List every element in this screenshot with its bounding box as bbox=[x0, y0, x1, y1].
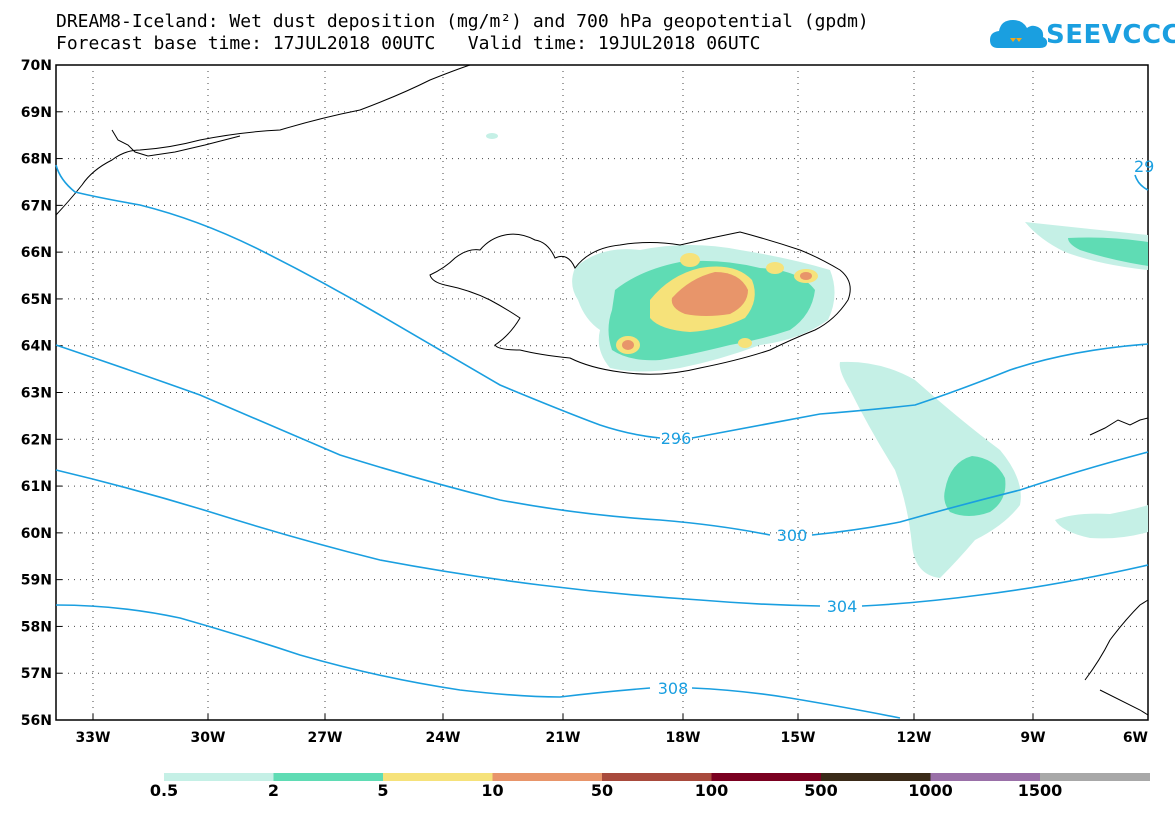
longitude-labels: 33W 30W 27W 24W 21W 18W 15W 12W 9W 6W bbox=[76, 730, 1148, 746]
faroe-coast bbox=[1089, 417, 1149, 436]
dust-area-5 bbox=[766, 262, 784, 274]
legend-swatch bbox=[711, 773, 822, 781]
contour-296 bbox=[691, 343, 1149, 439]
longitude-label: 27W bbox=[308, 730, 343, 746]
latitude-label: 66N bbox=[21, 245, 52, 261]
legend-label: 1500 bbox=[1017, 781, 1063, 800]
chart-title: DREAM8-Iceland: Wet dust deposition (mg/… bbox=[56, 11, 869, 32]
legend-swatch bbox=[273, 773, 384, 781]
longitude-label: 6W bbox=[1123, 730, 1148, 746]
latitude-label: 59N bbox=[21, 573, 52, 589]
contour-label-292-partial: 29 bbox=[1134, 157, 1154, 176]
contour-308 bbox=[55, 604, 651, 698]
latitude-label: 68N bbox=[21, 152, 52, 168]
legend-label: 100 bbox=[694, 781, 729, 800]
latitude-label: 60N bbox=[21, 526, 52, 542]
latitude-label: 64N bbox=[21, 339, 52, 355]
legend-label: 5 bbox=[377, 781, 389, 800]
legend-swatch bbox=[930, 773, 1041, 781]
greenland-coast bbox=[111, 129, 241, 157]
legend-colorbar bbox=[164, 773, 1150, 781]
contour-304 bbox=[55, 469, 821, 607]
legend-swatch bbox=[821, 773, 931, 781]
legend-swatch bbox=[602, 773, 712, 781]
legend-label: 50 bbox=[590, 781, 614, 800]
contour-308 bbox=[691, 687, 901, 719]
contour-304 bbox=[861, 564, 1149, 607]
longitude-label: 12W bbox=[897, 730, 932, 746]
legend-swatch bbox=[164, 773, 274, 781]
longitude-label: 30W bbox=[191, 730, 226, 746]
longitude-label: 21W bbox=[546, 730, 581, 746]
dust-area-low bbox=[486, 133, 498, 139]
axis-ticks bbox=[56, 64, 1149, 721]
longitude-label: 9W bbox=[1020, 730, 1045, 746]
geopotential-contours bbox=[55, 164, 1149, 719]
contour-300 bbox=[55, 344, 771, 536]
chart-subtitle-times: Forecast base time: 17JUL2018 00UTC Vali… bbox=[56, 33, 761, 54]
iceland-coast bbox=[429, 231, 851, 375]
contour-label-304: 304 bbox=[827, 597, 858, 616]
contour-label-300: 300 bbox=[777, 526, 808, 545]
legend-label: 500 bbox=[804, 781, 838, 800]
latitude-label: 57N bbox=[21, 666, 52, 682]
dust-area-10 bbox=[800, 272, 812, 280]
greenland-coast bbox=[55, 64, 471, 216]
latitude-label: 70N bbox=[21, 58, 52, 74]
longitude-label: 33W bbox=[76, 730, 111, 746]
dust-area-mid bbox=[1068, 237, 1148, 266]
longitude-label: 24W bbox=[426, 730, 461, 746]
latitude-label: 56N bbox=[21, 713, 52, 729]
legend-label: 10 bbox=[481, 781, 504, 800]
contour-label-296: 296 bbox=[661, 429, 692, 448]
scotland-coast bbox=[1084, 599, 1149, 716]
longitude-label: 18W bbox=[666, 730, 701, 746]
contour-292 bbox=[1134, 174, 1149, 191]
dust-area-10 bbox=[671, 272, 748, 316]
dust-area-10 bbox=[622, 340, 634, 350]
latitude-label: 67N bbox=[21, 198, 52, 214]
legend-label: 1000 bbox=[908, 781, 953, 800]
dust-area-mid bbox=[944, 456, 1006, 516]
latitude-labels: 70N 69N 68N 67N 66N 65N 64N 63N 62N 61N 60N 59N 58N 5… bbox=[21, 58, 52, 729]
dust-area-low bbox=[839, 361, 1021, 578]
dust-area-low bbox=[1055, 505, 1148, 539]
legend-swatch bbox=[1040, 773, 1150, 781]
dust-area-5 bbox=[680, 253, 700, 267]
legend-label: 2 bbox=[267, 781, 280, 800]
latitude-label: 69N bbox=[21, 105, 52, 121]
cloud-icon bbox=[990, 20, 1048, 48]
latitude-label: 62N bbox=[21, 432, 52, 448]
longitude-label: 15W bbox=[781, 730, 816, 746]
dust-area-5 bbox=[738, 338, 752, 348]
legend-swatch bbox=[492, 773, 603, 781]
latitude-label: 61N bbox=[21, 479, 52, 495]
legend-swatch bbox=[383, 773, 493, 781]
legend-label: 0.5 bbox=[149, 781, 179, 800]
latitude-label: 63N bbox=[21, 386, 52, 402]
dust-deposition-shading bbox=[486, 133, 1148, 578]
coastlines bbox=[55, 64, 1149, 716]
seevccc-logo: SEEVCCC bbox=[988, 14, 1175, 58]
logo-text: SEEVCCC bbox=[1046, 20, 1175, 50]
contour-296 bbox=[55, 164, 661, 439]
contour-300 bbox=[811, 451, 1149, 536]
latitude-label: 58N bbox=[21, 619, 52, 635]
contour-label-308: 308 bbox=[658, 679, 689, 698]
latitude-label: 65N bbox=[21, 292, 52, 308]
